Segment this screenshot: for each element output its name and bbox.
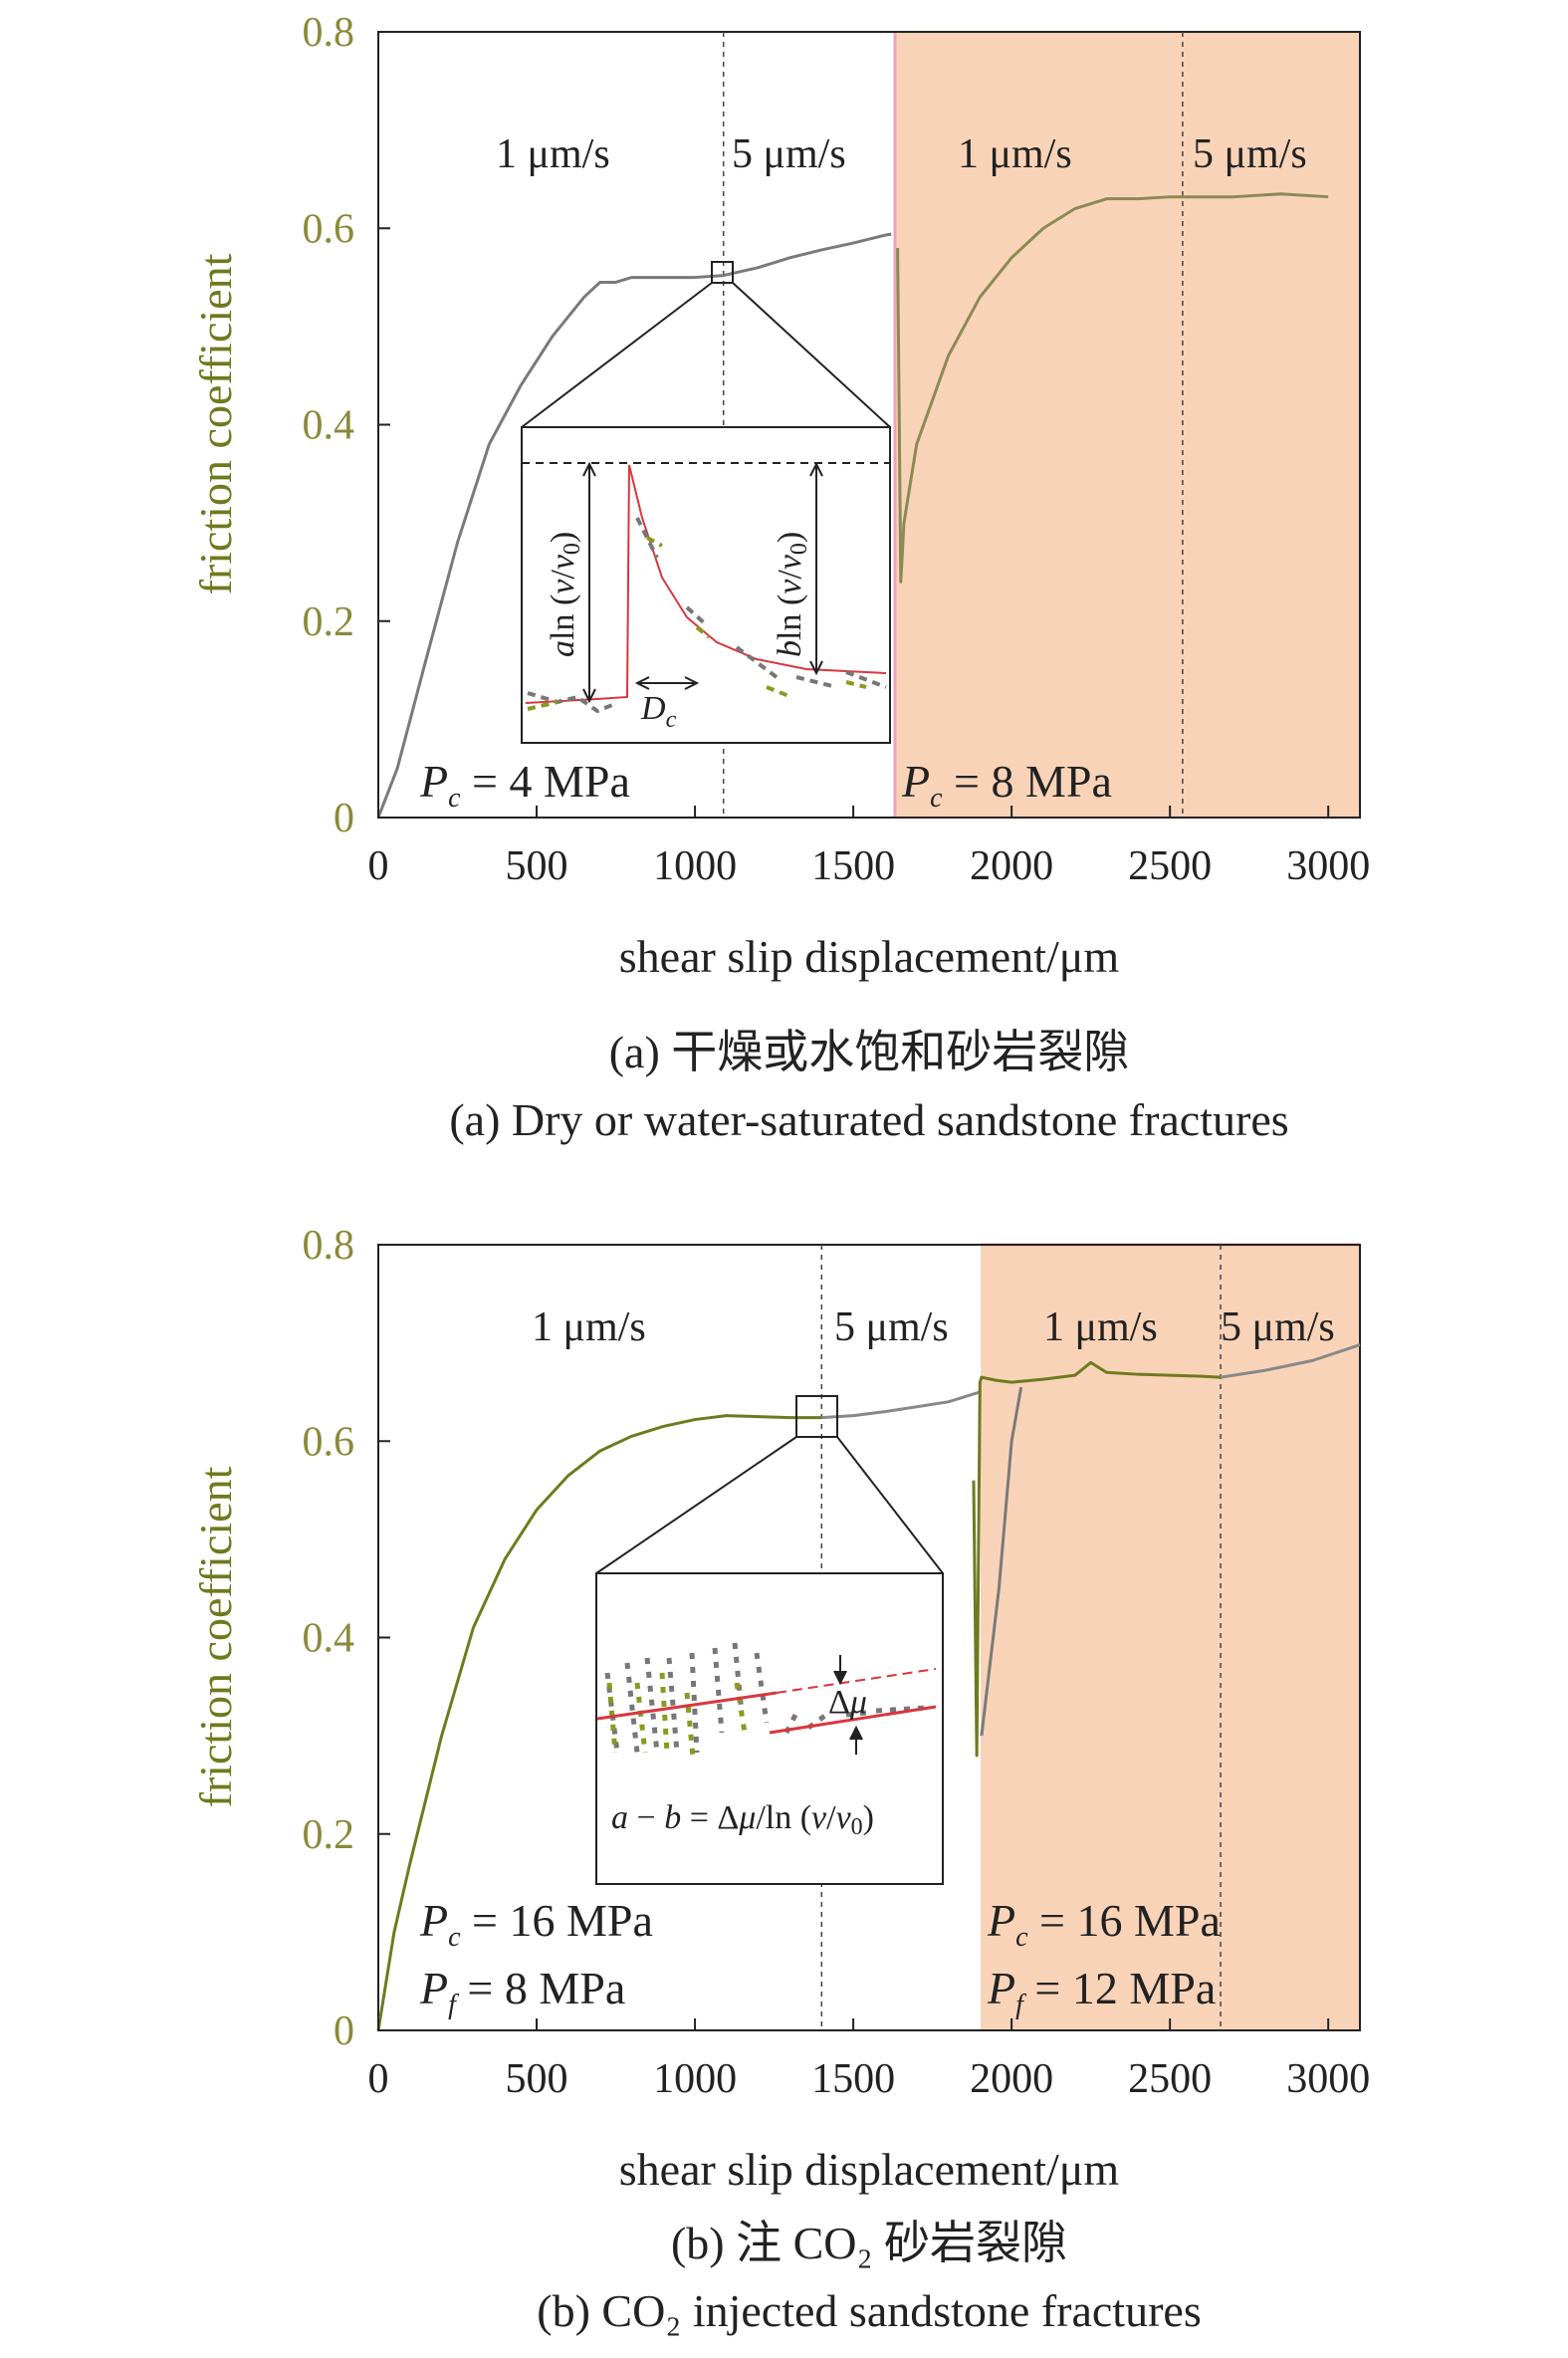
y-tick-label: 0 [334,796,354,841]
panel-b-inset: Δμ a − b = Δμ/ln (v/v0) [595,1572,944,1885]
caption-a-cn: (a) 干燥或水饱和砂岩裂隙 [609,1027,1130,1077]
x-tick-label: 1500 [811,2056,895,2102]
panel-b-pressure-left-1: Pc = 16 MPa [419,1895,653,1953]
x-tick-label: 2500 [1128,2056,1212,2102]
y-tick-label: 0.6 [303,206,355,252]
panel-b-speed-1: 1 μm/s [532,1304,646,1350]
panel-a-series-2 [896,192,1329,584]
panel-b-pressure-left-2: Pf = 8 MPa [419,1963,625,2020]
panel-b-series-5 [1220,1343,1361,1379]
y-tick-label: 0.2 [303,1812,355,1858]
panel-a-series-1 [376,232,892,819]
inset-a-label: aln (v/v0) [545,532,585,657]
panel-a-speed-2: 5 μm/s [732,131,846,177]
inset-delta-mu-label: Δμ [828,1684,867,1721]
inset-rate-formula: a − b = Δμ/ln (v/v0) [611,1799,874,1840]
x-tick-label: 2000 [970,2056,1053,2102]
panel-a-speed-3: 1 μm/s [958,131,1072,177]
y-tick-label: 0.4 [303,1616,355,1662]
panel-a-xlabel: shear slip displacement/μm [619,931,1120,982]
x-tick-label: 0 [368,843,389,889]
panel-a-zoom-line-left [521,282,713,428]
y-tick-label: 0.4 [303,403,355,449]
panel-a-zoom-line-right [732,282,891,428]
x-tick-label: 0 [368,2056,389,2102]
y-tick-label: 0.8 [303,1223,355,1269]
x-tick-label: 500 [506,2056,568,2102]
caption-a-en: (a) Dry or water-saturated sandstone fra… [449,1094,1288,1145]
panel-a-shade [895,32,1360,818]
panel-b-speed-2: 5 μm/s [834,1304,949,1350]
panel-a-inset: aln (v/v0) bln (v/v0) Dc [521,426,891,744]
caption-b-en: (b) CO₂ injected sandstone fractures [537,2285,1201,2336]
panel-b-chart: 0 0.2 0.4 0.6 0.8 0 500 1000 1500 2000 2500 3000 Δ… [190,1223,1370,2195]
y-tick-label: 0 [334,2008,354,2054]
panel-b-xlabel: shear slip displacement/μm [619,2144,1120,2195]
panel-a-pressure-right: Pc = 8 MPa [901,756,1112,814]
x-tick-label: 1000 [653,843,737,889]
panel-b-speed-4: 5 μm/s [1221,1304,1335,1350]
panel-a-zoom-box [711,261,734,284]
panel-b-series-2 [821,1390,981,1420]
panel-b-pressure-right-2: Pf = 12 MPa [987,1963,1216,2020]
panel-b-ylabel: friction coefficient [190,1466,241,1807]
panel-b-zoom-line-right [836,1436,944,1574]
panel-b-series-3 [972,1360,1222,1758]
panel-a-pressure-left: Pc = 4 MPa [419,756,630,814]
panel-a-speed-4: 5 μm/s [1193,131,1307,177]
panel-a-chart: 0 0.2 0.4 0.6 0.8 0 500 1000 1500 2000 2500 3000 [190,10,1370,982]
panel-b-series-1 [376,1414,822,2031]
panel-a-speed-1: 1 μm/s [496,131,610,177]
x-tick-label: 500 [506,843,568,889]
x-tick-label: 3000 [1286,2056,1370,2102]
x-tick-label: 2500 [1128,843,1212,889]
panel-b-zoom-box [795,1395,838,1438]
y-tick-label: 0.8 [303,10,355,56]
y-tick-label: 0.6 [303,1419,355,1465]
panel-a-ylabel: friction coefficient [190,253,241,594]
caption-b-cn: (b) 注 CO₂ 砂岩裂隙 [671,2218,1067,2268]
y-tick-label: 0.2 [303,599,355,645]
inset-b-label: bln (v/v0) [772,532,812,657]
x-tick-label: 2000 [970,843,1053,889]
panel-b-pressure-right-1: Pc = 16 MPa [987,1895,1221,1953]
panel-b-speed-3: 1 μm/s [1043,1304,1158,1350]
x-tick-label: 1500 [811,843,895,889]
x-tick-label: 1000 [653,2056,737,2102]
x-tick-label: 3000 [1286,843,1370,889]
panel-b-zoom-line-left [595,1436,797,1574]
panel-b-series-4 [980,1386,1023,1737]
